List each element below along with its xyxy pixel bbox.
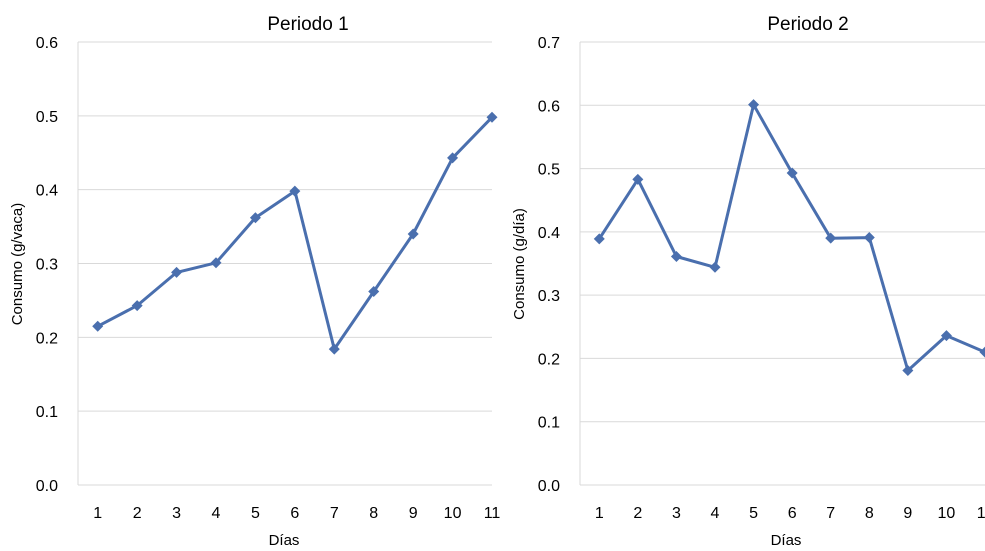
series-line: [598, 103, 985, 372]
data-point-day-7: [328, 343, 340, 355]
x-tick-label: 11: [484, 505, 501, 522]
data-point-day-7: [825, 232, 837, 244]
y-tick-labels: 0.0 0.1 0.2 0.3 0.4 0.5 0.6 0.7: [538, 35, 560, 495]
data-point-day-6: [289, 185, 301, 197]
y-tick-label: 0.4: [538, 225, 560, 242]
data-point-day-1: [92, 320, 104, 332]
data-point-day-6: [786, 167, 798, 179]
x-tick-label: 9: [903, 505, 912, 522]
x-tick-labels: 1 2 3 4 5 6 7 8 9 10 11: [595, 505, 985, 522]
data-point-day-3: [171, 266, 183, 278]
x-tick-label: 1: [595, 505, 604, 522]
y-tick-label: 0.5: [538, 162, 560, 179]
x-tick-label: 3: [672, 505, 681, 522]
x-tick-label: 10: [444, 505, 462, 522]
y-tick-label: 0.6: [538, 98, 560, 115]
data-point-day-5: [748, 99, 760, 111]
x-tick-label: 7: [330, 505, 339, 522]
x-tick-label: 8: [369, 505, 378, 522]
y-tick-label: 0.0: [538, 478, 560, 495]
series-line: [97, 116, 494, 351]
x-tick-label: 1: [93, 505, 102, 522]
y-tick-label: 0.3: [538, 288, 560, 305]
chart-panel-periodo-1: Periodo 1 Días Consumo (g/vaca) 0.00.10.…: [9, 14, 500, 549]
data-point-day-3: [670, 251, 682, 263]
data-point-day-8: [368, 286, 380, 298]
y-tick-label: 0.3: [36, 257, 58, 274]
y-tick-label: 0.2: [538, 351, 560, 368]
x-tick-label: 6: [788, 505, 797, 522]
x-tick-label: 2: [133, 505, 142, 522]
gridlines: [77, 41, 492, 486]
y-tick-label: 0.1: [538, 415, 560, 432]
data-point-day-5: [249, 212, 261, 224]
series-layer: [593, 99, 985, 376]
x-axis-title: Días: [771, 532, 802, 549]
x-axis-title: Días: [269, 532, 300, 549]
x-tick-label: 5: [749, 505, 758, 522]
data-point-day-9: [407, 228, 419, 240]
y-tick-label: 0.2: [36, 330, 58, 347]
data-point-day-2: [632, 173, 644, 185]
chart-panel-periodo-2: Periodo 2 Días Consumo (g/día) 0.0 0.1 0.2…: [511, 14, 985, 549]
x-tick-label: 5: [251, 505, 260, 522]
y-tick-label: 0.0: [36, 478, 58, 495]
x-tick-label: 10: [938, 505, 956, 522]
y-axis-title: Consumo (g/vaca): [9, 203, 26, 326]
series-layer: [92, 111, 498, 355]
data-point-day-10: [940, 330, 952, 342]
x-tick-label: 3: [172, 505, 181, 522]
y-tick-label: 0.5: [36, 109, 58, 126]
x-tick-label: 6: [290, 505, 299, 522]
data-point-day-11: [979, 346, 985, 358]
data-point-day-2: [131, 300, 143, 312]
x-tick-label: 4: [212, 505, 221, 522]
x-tick-label: 4: [711, 505, 720, 522]
chart-title: Periodo 2: [767, 14, 848, 35]
x-tick-label: 2: [633, 505, 642, 522]
data-point-day-11: [486, 111, 498, 123]
y-tick-label: 0.4: [36, 183, 58, 200]
y-tick-label: 0.6: [36, 35, 58, 52]
data-point-day-1: [593, 233, 605, 245]
x-tick-label: 8: [865, 505, 874, 522]
y-tick-label: 0.7: [538, 35, 560, 52]
data-point-day-10: [447, 152, 459, 164]
y-tick-label: 0.1: [36, 404, 58, 421]
data-point-day-9: [902, 364, 914, 376]
data-point-day-4: [709, 261, 721, 273]
chart-title: Periodo 1: [267, 14, 348, 35]
x-tick-label: 9: [409, 505, 418, 522]
x-tick-label: 7: [826, 505, 835, 522]
y-tick-labels: 0.0 0.1 0.2 0.3 0.4 0.5 0.6: [36, 35, 58, 495]
data-point-day-8: [863, 232, 875, 244]
data-point-day-4: [210, 257, 222, 269]
gridlines: [579, 41, 985, 486]
y-axis-title: Consumo (g/día): [511, 208, 528, 320]
x-tick-label: 11: [977, 505, 985, 522]
x-tick-labels: 1 2 3 4 5 6 7 8 9 10 11: [93, 505, 500, 522]
